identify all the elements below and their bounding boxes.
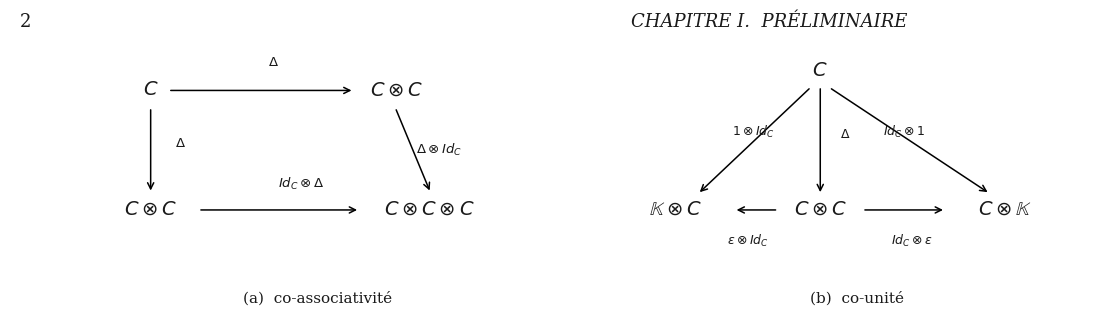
Text: $C \otimes \mathbb{K}$: $C \otimes \mathbb{K}$ (978, 201, 1031, 219)
Text: 2: 2 (20, 13, 31, 31)
Text: $C \otimes C$: $C \otimes C$ (369, 81, 423, 99)
Text: $\varepsilon\otimes Id_C$: $\varepsilon\otimes Id_C$ (727, 233, 769, 249)
Text: $Id_C\otimes 1$: $Id_C\otimes 1$ (883, 124, 925, 141)
Text: $C \otimes C$: $C \otimes C$ (793, 201, 847, 219)
Text: $\Delta \otimes Id_C$: $\Delta \otimes Id_C$ (416, 142, 462, 158)
Text: $\Delta$: $\Delta$ (840, 128, 850, 141)
Text: $\Delta$: $\Delta$ (268, 57, 279, 69)
Text: (b)  co-unité: (b) co-unité (809, 291, 904, 305)
Text: $Id_C\otimes\varepsilon$: $Id_C\otimes\varepsilon$ (892, 233, 933, 249)
Text: $C$: $C$ (143, 81, 158, 99)
Text: $1\otimes Id_C$: $1\otimes Id_C$ (732, 124, 775, 141)
Text: $C \otimes C \otimes C$: $C \otimes C \otimes C$ (384, 201, 475, 219)
Text: $\Delta$: $\Delta$ (175, 137, 186, 150)
Text: $\mathbb{K} \otimes C$: $\mathbb{K} \otimes C$ (648, 201, 702, 219)
Text: $Id_C \otimes \Delta$: $Id_C \otimes \Delta$ (278, 176, 325, 192)
Text: $C \otimes C$: $C \otimes C$ (124, 201, 177, 219)
Text: $C$: $C$ (812, 62, 828, 80)
Text: CHAPITRE I.  PRÉLIMINAIRE: CHAPITRE I. PRÉLIMINAIRE (631, 13, 907, 31)
Text: (a)  co-associativité: (a) co-associativité (243, 291, 393, 305)
